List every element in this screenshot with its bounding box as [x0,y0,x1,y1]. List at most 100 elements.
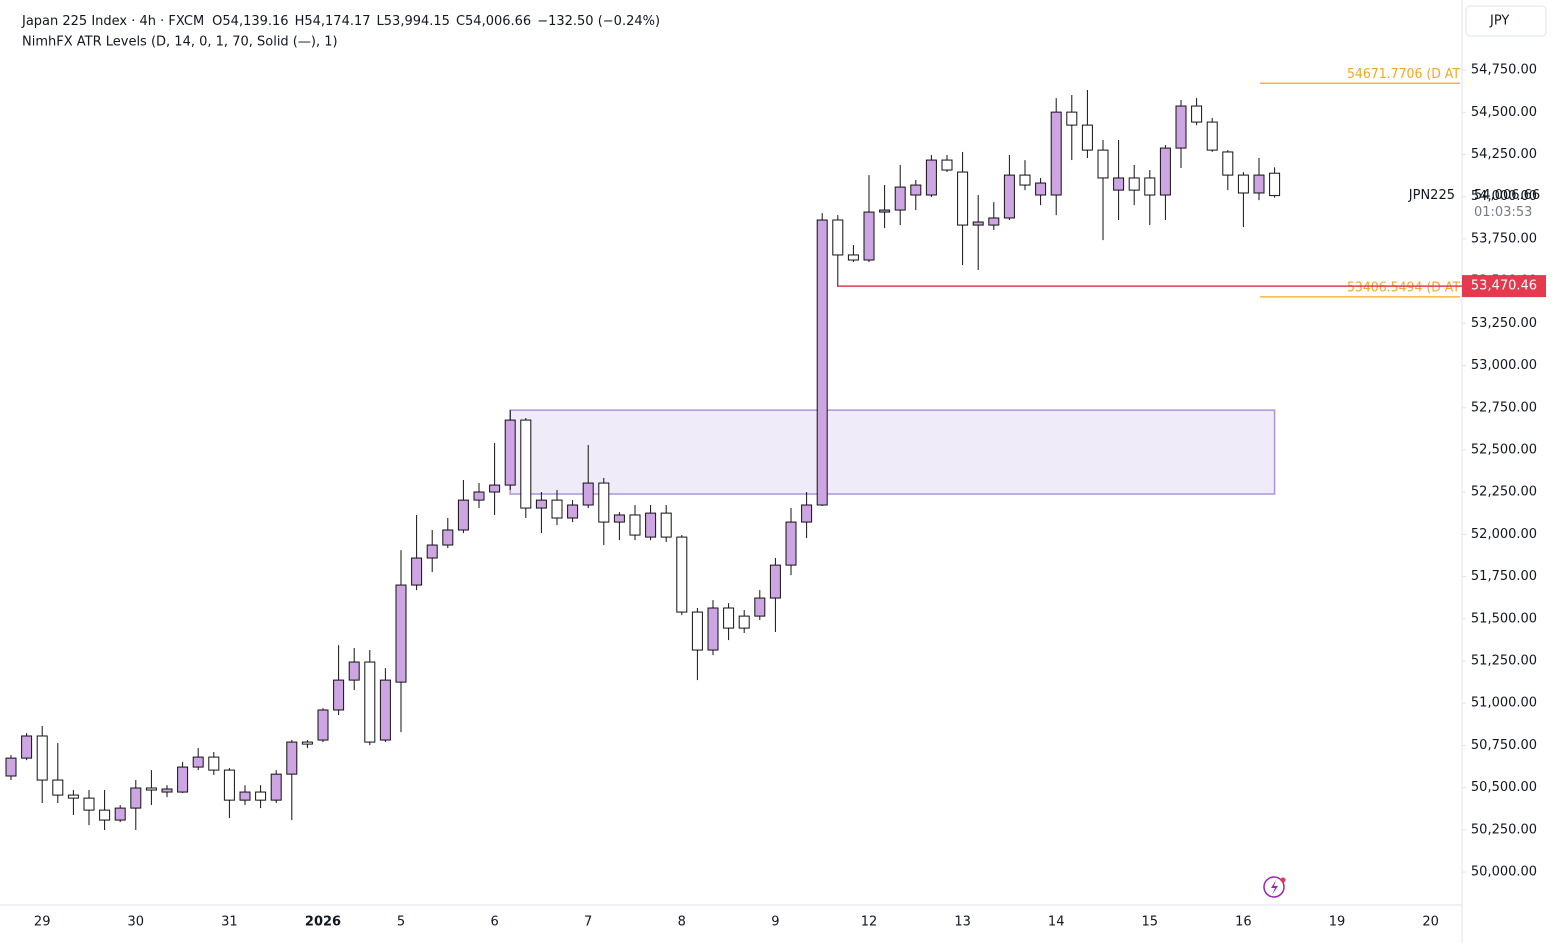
y-tick-label: 52,750.00 [1471,400,1537,415]
candle-body [239,791,251,801]
candle-body [1081,124,1093,151]
candle-body [676,536,688,613]
countdown: 01:03:53 [1474,205,1532,220]
candle-body [910,184,922,196]
candle-body [1019,174,1031,186]
candle-body [754,597,766,617]
candle-body [723,607,735,629]
y-tick-label: 50,500.00 [1471,780,1537,795]
y-tick-label: 50,000.00 [1471,865,1537,880]
candle-body [223,769,235,801]
candle-body [1066,111,1078,126]
x-tick-label: 8 [678,915,686,930]
candle-body [457,499,469,531]
ohlc-value: 54,174.17 [304,14,370,29]
candle-body [1175,105,1187,149]
candle-body [863,211,875,261]
symbol-label: JPN225 [1408,188,1455,203]
candle-body [473,491,485,501]
candle-body [894,186,906,211]
last-price-label: 54,006.66 [1474,188,1540,203]
x-tick-label: 5 [397,915,405,930]
candle-body [364,661,376,743]
x-tick-label: 29 [34,915,51,930]
x-tick-label: 7 [584,915,592,930]
candle-body [582,482,594,506]
y-tick-label: 53,000.00 [1471,358,1537,373]
x-tick-label: 19 [1329,915,1346,930]
y-tick-label: 52,500.00 [1471,442,1537,457]
candle-body [1222,151,1234,176]
candle-body [629,514,641,536]
x-tick-label: 2026 [305,915,341,930]
candle-body [348,661,360,681]
candle-body [489,484,501,493]
candle-body [660,512,672,538]
candle-body [925,159,937,196]
candle-body [411,557,423,586]
candle-body [99,809,111,821]
candle-body [21,735,33,759]
candle-body [1003,174,1015,219]
candle-body [1206,121,1218,151]
candle-body [1050,111,1062,196]
candle-body [333,679,345,711]
candle-body [879,209,891,213]
candle-body [801,504,813,523]
lightning-icon[interactable] [1263,876,1285,898]
ohlc-value: 54,139.16 [222,14,288,29]
candle-body [426,544,438,559]
currency: JPY [1489,14,1509,29]
y-tick-label: 51,750.00 [1471,569,1537,584]
x-tick-label: 15 [1142,915,1159,930]
ohlc-key: O [212,14,222,29]
candle-body [520,419,532,509]
candle-body [317,709,329,741]
y-tick-label: 53,250.00 [1471,316,1537,331]
ohlc: O54,139.16 H54,174.17 L53,994.15 C54,006.66 [212,14,531,29]
y-tick-label: 51,000.00 [1471,696,1537,711]
candle-body [1269,172,1281,197]
ohlc-value: 54,006.66 [465,14,531,29]
y-tick-label: 51,250.00 [1471,654,1537,669]
candle-body [738,615,750,629]
candle-body [145,787,157,791]
candle-body [83,797,95,811]
candle-body [707,607,719,651]
candle-body [785,521,797,566]
candle-body [645,512,657,538]
candle-body [301,741,313,745]
atr-level-label: 53406.5494 (D AT [1347,280,1460,295]
y-tick-label: 52,000.00 [1471,527,1537,542]
x-tick-label: 20 [1422,915,1439,930]
atr-level-label: 54671.7706 (D AT [1347,67,1460,82]
y-tick-label: 54,250.00 [1471,147,1537,162]
y-tick-label: 54,000.00 [1471,189,1537,204]
candle-body [270,773,282,801]
candle-body [255,791,267,801]
currency-button[interactable] [1465,5,1547,37]
candle-body [613,514,625,523]
x-tick-label: 12 [861,915,878,930]
candle-body [504,419,516,486]
candle-body [1113,177,1125,191]
candle-body [769,564,781,599]
y-tick-label: 50,750.00 [1471,738,1537,753]
y-tick-label: 51,500.00 [1471,611,1537,626]
candle-body [1253,174,1265,194]
candle-body [177,766,189,793]
indicator: NimhFX ATR Levels (D, 14, 0, 1, 70, Soli… [22,35,338,50]
ohlc-key: C [456,14,465,29]
y-tick-label: 54,750.00 [1471,63,1537,78]
candle-body [551,499,563,519]
candle-body [52,779,64,796]
ohlc-key: L [377,14,385,29]
y-tick-label: 54,500.00 [1471,105,1537,120]
candle-body [130,787,142,809]
candle-body [972,221,984,226]
candle-body [1128,177,1140,191]
candle-body [1144,177,1156,196]
x-tick-label: 6 [490,915,498,930]
x-tick-label: 9 [771,915,779,930]
